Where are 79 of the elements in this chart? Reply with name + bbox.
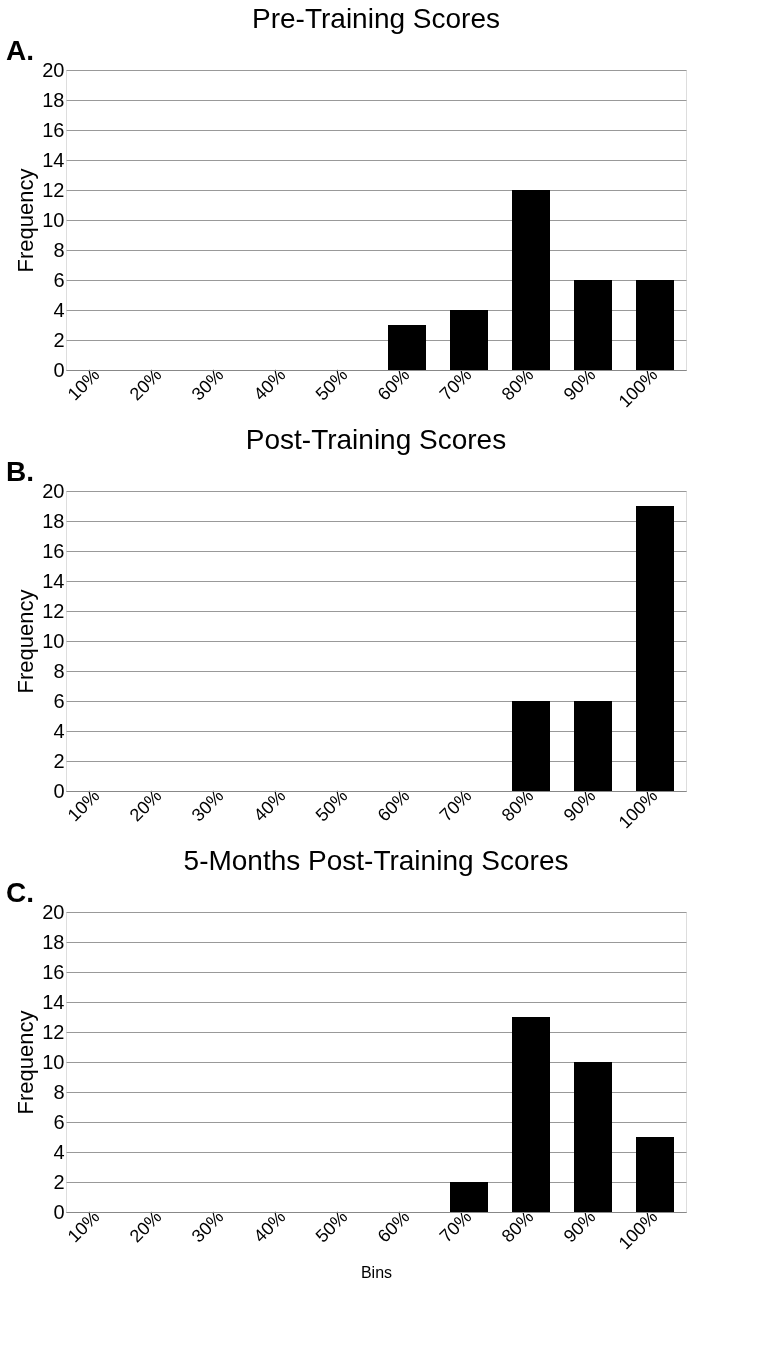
- bar: [388, 325, 426, 370]
- text: C.: [6, 877, 34, 908]
- x-tick-label: 40%: [249, 1206, 290, 1247]
- x-tick-label: 20%: [125, 1206, 166, 1247]
- y-tick-label: 0: [53, 1200, 65, 1223]
- bar: [450, 310, 488, 370]
- y-tick-label: 16: [42, 539, 65, 562]
- y-axis-title: Frequency: [13, 589, 39, 694]
- x-tick-label: 70%: [435, 785, 476, 826]
- x-tick-label: 80%: [497, 1206, 538, 1247]
- x-tick-label: 40%: [249, 364, 290, 405]
- y-tick-label: 20: [42, 58, 65, 81]
- y-tick-label: 20: [42, 479, 65, 502]
- bar: [636, 1137, 674, 1212]
- x-tick-label: 90%: [559, 364, 600, 405]
- bar: [636, 280, 674, 370]
- x-tick-label: 10%: [63, 1206, 104, 1247]
- x-tick-label: 90%: [559, 785, 600, 826]
- y-tick-label: 16: [42, 960, 65, 983]
- chart-title: Post-Training Scores: [245, 424, 507, 455]
- y-tick-label: 20: [42, 900, 65, 923]
- y-tick-label: 10: [42, 1050, 65, 1073]
- y-axis-title: Frequency: [13, 168, 39, 273]
- y-tick-label: 18: [42, 509, 65, 532]
- y-tick-label: 14: [42, 569, 65, 592]
- x-tick-label: 30%: [187, 364, 228, 405]
- x-tick-label: 80%: [497, 785, 538, 826]
- bar: [574, 1062, 612, 1212]
- x-tick-label: 30%: [187, 785, 228, 826]
- x-tick-label: 20%: [125, 785, 166, 826]
- bar: [450, 1182, 488, 1212]
- y-tick-label: 4: [53, 298, 65, 321]
- text: A.: [6, 35, 34, 66]
- x-tick-label: 90%: [559, 1206, 600, 1247]
- y-tick-label: 0: [53, 779, 65, 802]
- y-tick-label: 18: [42, 88, 65, 111]
- x-tick-label: 70%: [435, 364, 476, 405]
- x-tick-label: 20%: [125, 364, 166, 405]
- x-tick-label: 30%: [187, 1206, 228, 1247]
- y-tick-label: 6: [53, 689, 65, 712]
- x-tick-label: 60%: [373, 785, 414, 826]
- y-tick-label: 6: [53, 268, 65, 291]
- y-tick-label: 8: [53, 238, 65, 261]
- y-tick-label: 2: [53, 1170, 65, 1193]
- y-axis-title: Frequency: [13, 1010, 39, 1115]
- x-tick-label: 80%: [497, 364, 538, 405]
- y-tick-label: 4: [53, 1140, 65, 1163]
- y-tick-label: 6: [53, 1110, 65, 1133]
- y-tick-label: 12: [42, 1020, 65, 1043]
- y-tick-label: 12: [42, 178, 65, 201]
- y-tick-label: 2: [53, 749, 65, 772]
- x-tick-label: 70%: [435, 1206, 476, 1247]
- x-tick-label: 10%: [63, 364, 104, 405]
- x-tick-label: 60%: [373, 1206, 414, 1247]
- y-tick-label: 2: [53, 328, 65, 351]
- y-tick-label: 0: [53, 358, 65, 381]
- x-tick-label: 50%: [311, 364, 352, 405]
- y-tick-label: 4: [53, 719, 65, 742]
- bar: [512, 190, 550, 370]
- y-tick-label: 10: [42, 208, 65, 231]
- text: B.: [6, 456, 34, 487]
- chart-title: Pre-Training Scores: [252, 3, 500, 34]
- y-tick-label: 8: [53, 1080, 65, 1103]
- y-tick-label: 16: [42, 118, 65, 141]
- y-tick-label: 18: [42, 930, 65, 953]
- x-tick-label: 40%: [249, 785, 290, 826]
- x-tick-label: 50%: [311, 1206, 352, 1247]
- bar: [574, 280, 612, 370]
- x-axis-title: Bins: [360, 1264, 393, 1282]
- x-tick-label: 50%: [311, 785, 352, 826]
- bar: [512, 1017, 550, 1212]
- x-tick-label: 60%: [373, 364, 414, 405]
- y-tick-label: 8: [53, 659, 65, 682]
- y-tick-label: 14: [42, 990, 65, 1013]
- y-tick-label: 10: [42, 629, 65, 652]
- y-tick-label: 12: [42, 599, 65, 622]
- x-tick-label: 10%: [63, 785, 104, 826]
- chart-title: 5-Months Post-Training Scores: [183, 845, 569, 876]
- y-tick-label: 14: [42, 148, 65, 171]
